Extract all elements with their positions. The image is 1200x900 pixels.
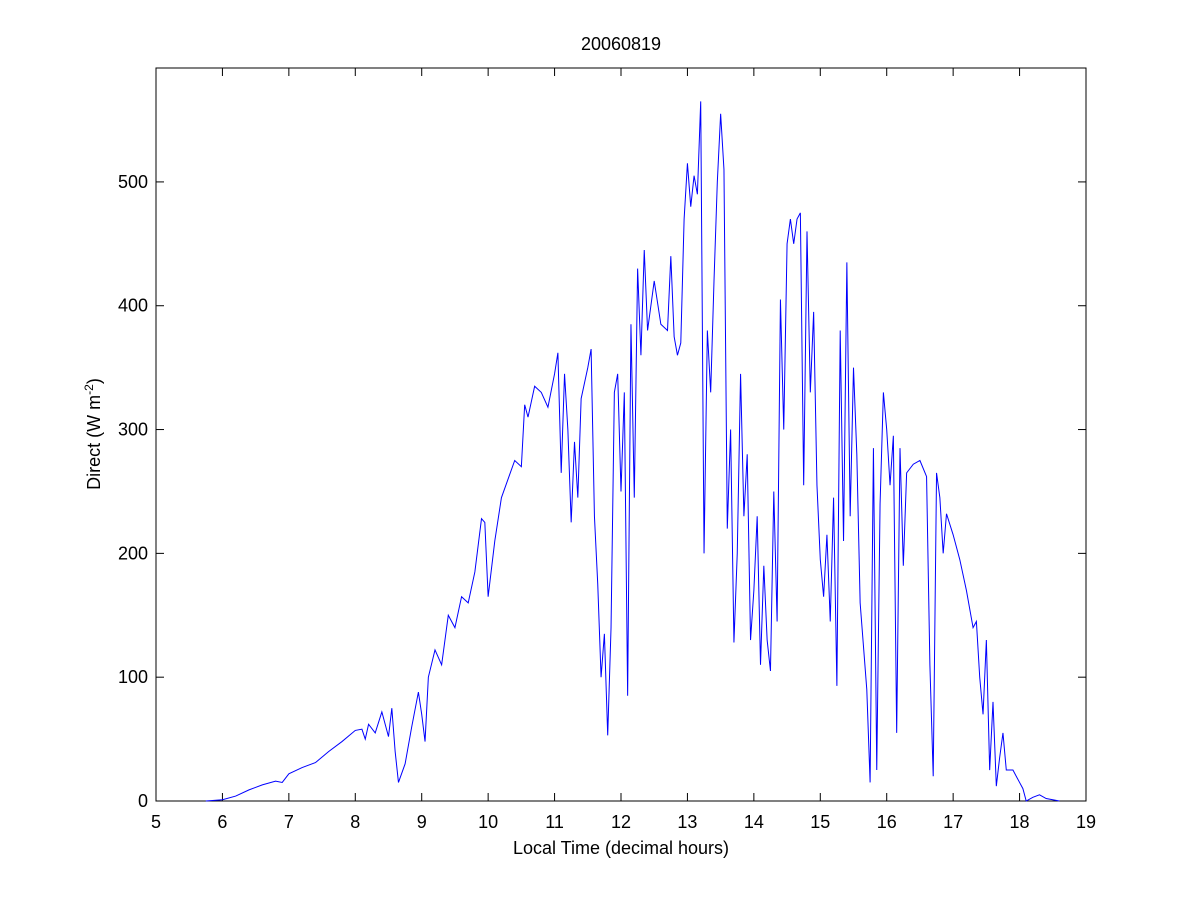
y-tick-label: 100 bbox=[118, 667, 148, 687]
x-tick-label: 14 bbox=[744, 812, 764, 832]
x-tick-label: 6 bbox=[217, 812, 227, 832]
chart-title: 20060819 bbox=[581, 34, 661, 54]
y-axis-label-suffix: ) bbox=[84, 378, 104, 384]
x-tick-label: 19 bbox=[1076, 812, 1096, 832]
data-line bbox=[205, 101, 1060, 802]
x-tick-label: 7 bbox=[284, 812, 294, 832]
x-tick-label: 13 bbox=[677, 812, 697, 832]
x-tick-label: 8 bbox=[350, 812, 360, 832]
x-tick-label: 12 bbox=[611, 812, 631, 832]
x-tick-label: 9 bbox=[417, 812, 427, 832]
y-axis-label-superscript: -2 bbox=[82, 384, 96, 395]
x-tick-label: 15 bbox=[810, 812, 830, 832]
y-axis-label: Direct (W m-2) bbox=[82, 378, 104, 490]
y-axis-label-text: Direct (W m bbox=[84, 395, 104, 490]
x-axis-label: Local Time (decimal hours) bbox=[513, 838, 729, 858]
y-tick-label: 400 bbox=[118, 296, 148, 316]
x-tick-label: 18 bbox=[1010, 812, 1030, 832]
x-tick-label: 10 bbox=[478, 812, 498, 832]
x-tick-label: 11 bbox=[545, 812, 564, 832]
y-tick-label: 0 bbox=[138, 791, 148, 811]
x-tick-label: 5 bbox=[151, 812, 161, 832]
plot-area bbox=[155, 67, 1087, 802]
y-tick-label: 500 bbox=[118, 172, 148, 192]
y-tick-label: 300 bbox=[118, 420, 148, 440]
x-tick-label: 16 bbox=[877, 812, 897, 832]
x-tick-label: 17 bbox=[943, 812, 963, 832]
y-tick-label: 200 bbox=[118, 543, 148, 563]
